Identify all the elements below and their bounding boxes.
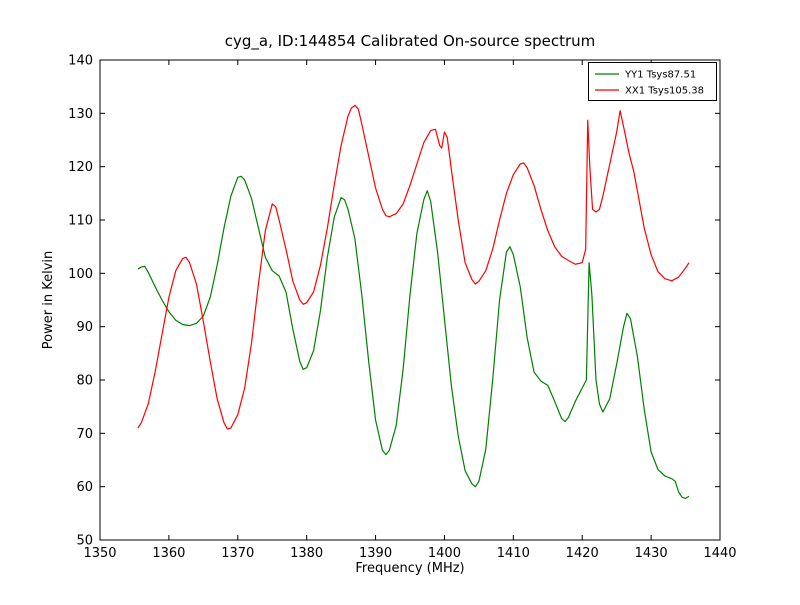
x-tick-label: 1430 [635, 546, 668, 561]
x-tick-label: 1360 [152, 546, 185, 561]
x-tick-label: 1350 [83, 546, 116, 561]
y-tick-label: 110 [68, 214, 93, 229]
y-tick-label: 80 [76, 374, 93, 389]
y-axis-label: Power in Kelvin [41, 251, 56, 349]
chart-title: cyg_a, ID:144854 Calibrated On-source sp… [225, 32, 596, 51]
y-tick-label: 90 [76, 320, 93, 335]
legend: YY1 Tsys87.51 XX1 Tsys105.38 [588, 62, 717, 101]
y-tick-label: 140 [68, 54, 93, 69]
y-tick-label: 50 [76, 534, 93, 549]
x-tick-label: 1370 [221, 546, 254, 561]
legend-label-xx1: XX1 Tsys105.38 [625, 86, 704, 97]
series-line-1 [137, 104, 690, 430]
x-tick-label: 1440 [703, 546, 736, 561]
plot-area: 1350 1360 1370 1380 1390 1400 1410 1420 1430 1440… [68, 54, 736, 562]
legend-label-yy1: YY1 Tsys87.51 [624, 70, 696, 81]
y-tick-label: 60 [76, 480, 93, 495]
x-tick-label: 1390 [359, 546, 392, 561]
series-line-0 [137, 175, 690, 499]
legend-box [588, 62, 717, 101]
y-tick-label: 100 [68, 267, 93, 282]
y-tick-label: 120 [68, 160, 93, 175]
x-tick-label: 1380 [290, 546, 323, 561]
y-tick-label: 130 [68, 107, 93, 122]
x-axis-label: Frequency (MHz) [355, 561, 464, 576]
axes-frame [99, 59, 721, 541]
x-tick-label: 1400 [428, 546, 461, 561]
y-tick-label: 70 [76, 427, 93, 442]
x-tick-label: 1420 [566, 546, 599, 561]
x-tick-label: 1410 [497, 546, 530, 561]
